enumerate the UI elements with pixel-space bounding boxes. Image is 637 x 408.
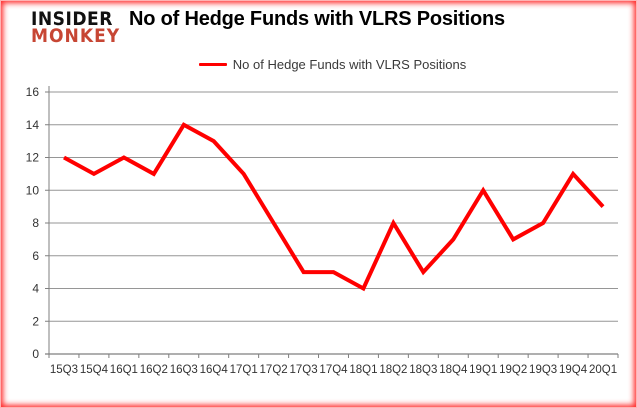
legend-label: No of Hedge Funds with VLRS Positions <box>232 57 467 72</box>
y-axis-label: 4 <box>32 282 39 296</box>
logo-line-monkey: MONKEY <box>31 25 121 47</box>
legend-line-swatch <box>198 63 227 66</box>
x-axis-label: 16Q1 <box>110 364 138 376</box>
y-axis-label: 16 <box>26 85 40 99</box>
y-axis-label: 14 <box>26 118 40 132</box>
x-axis-label: 16Q3 <box>170 364 198 376</box>
x-axis-label: 18Q3 <box>409 364 437 376</box>
y-axis-label: 2 <box>32 314 39 328</box>
x-axis-label: 16Q2 <box>140 364 168 376</box>
x-axis-label: 17Q4 <box>319 364 348 376</box>
y-axis-label: 8 <box>32 216 39 230</box>
x-axis-label: 17Q1 <box>230 364 258 376</box>
chart-title: No of Hedge Funds with VLRS Positions <box>129 8 505 30</box>
y-axis-label: 6 <box>32 249 39 263</box>
x-axis-label: 18Q1 <box>349 364 377 376</box>
x-axis-label: 18Q4 <box>439 364 468 376</box>
series-line <box>63 122 605 292</box>
x-axis-label: 15Q3 <box>50 364 78 376</box>
x-axis-label: 16Q4 <box>200 364 229 376</box>
x-axis-label: 19Q2 <box>499 364 527 376</box>
x-axis-label: 17Q3 <box>289 364 317 376</box>
x-axis-label: 20Q1 <box>589 364 617 376</box>
x-axis-label: 19Q3 <box>529 364 557 376</box>
x-axis-label: 19Q1 <box>469 364 497 376</box>
y-axis-label: 10 <box>26 183 40 197</box>
logo-line-insider: INSIDER <box>31 8 113 30</box>
y-axis-label: 0 <box>32 347 39 361</box>
insider-monkey-logo: INSIDER MONKEY <box>31 8 121 47</box>
y-axis-label: 12 <box>26 151 40 165</box>
x-axis-label: 19Q4 <box>559 364 588 376</box>
x-axis-label: 17Q2 <box>260 364 288 376</box>
x-axis-label: 15Q4 <box>80 364 109 376</box>
x-axis-label: 18Q2 <box>379 364 407 376</box>
legend: No of Hedge Funds with VLRS Positions <box>49 57 616 72</box>
